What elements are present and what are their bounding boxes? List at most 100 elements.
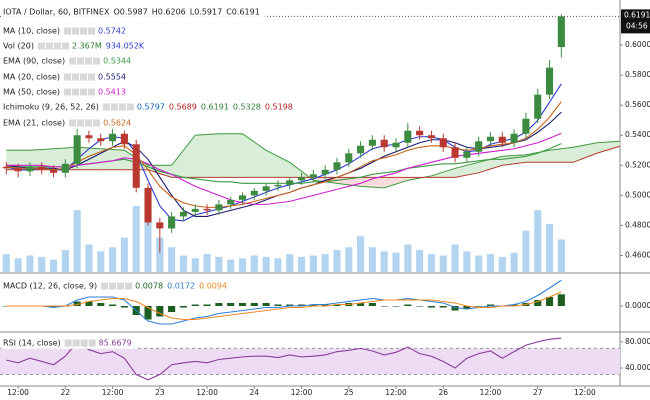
- legend-icon: [88, 339, 96, 347]
- legend-icon: [77, 119, 85, 127]
- x-tick-label: 12:00: [574, 388, 596, 397]
- volume-bar: [215, 256, 223, 272]
- legend-backdrop: [1, 6, 265, 18]
- candle-body: [262, 186, 270, 191]
- axes: 0.6191 04:56 0.4600 0.4800 0.5000 0.5200 0.540…: [7, 9, 650, 397]
- candle-body: [274, 184, 282, 187]
- x-tick-label: 24: [250, 388, 260, 397]
- macd-hist-bar: [534, 300, 542, 306]
- legend-value: 0.5742: [98, 27, 126, 36]
- volume-bar: [297, 256, 306, 272]
- legend-icon: [61, 42, 69, 50]
- x-tick-label: 25: [344, 388, 354, 397]
- volume-bar: [439, 255, 447, 272]
- macd-hist-bar: [510, 304, 518, 306]
- candle-body: [498, 136, 506, 143]
- macd-hist-bar: [215, 303, 223, 306]
- macd-hist-bar: [85, 301, 93, 306]
- candle-body: [132, 144, 140, 188]
- macd-hist-bar: [49, 306, 58, 308]
- macd-hist-bar: [250, 303, 258, 306]
- candle-body: [404, 130, 412, 143]
- legend-icon: [85, 57, 93, 65]
- cloud-segment: [549, 147, 574, 163]
- volume-bar: [534, 210, 542, 272]
- candle-body: [333, 162, 341, 170]
- macd-hist-bar: [274, 304, 282, 306]
- volume-bar: [2, 254, 10, 272]
- legend-label: MA (20, close): [3, 73, 60, 82]
- macd-hist-bar: [557, 294, 565, 306]
- legend-value: 0.0078: [135, 282, 163, 291]
- countdown: 04:56: [626, 21, 648, 30]
- volume-bar: [262, 256, 270, 272]
- macd-hist-bar: [545, 297, 554, 306]
- macd-line: [6, 279, 562, 325]
- volume-bar: [168, 247, 176, 272]
- macd-hist-bar: [380, 306, 388, 307]
- legend-value: 0.5624: [103, 119, 131, 128]
- candle-body: [286, 180, 294, 185]
- candle-body: [38, 166, 46, 170]
- ohlc-label: H0.6206: [152, 8, 186, 17]
- volume-bar: [109, 247, 117, 272]
- legend-value: 0.6191: [201, 103, 229, 112]
- volume-bar: [345, 247, 353, 272]
- volume-bar: [156, 237, 164, 272]
- macd-panel: [2, 279, 565, 325]
- candle-body: [179, 211, 187, 217]
- candle-body: [380, 139, 388, 148]
- volume-bar: [357, 236, 365, 272]
- macd-hist-bar: [309, 304, 317, 306]
- macd-hist-bar: [120, 306, 128, 308]
- x-tick-label: 12:00: [7, 388, 29, 397]
- legend-icon: [72, 88, 80, 96]
- macd-hist-bar: [286, 304, 294, 306]
- legend-value: 0.0172: [167, 282, 195, 291]
- legend-icon: [88, 88, 96, 96]
- y-tick-label: 0.5400: [625, 130, 650, 139]
- candle-body: [297, 177, 306, 181]
- cloud-segment: [573, 142, 597, 163]
- macd-hist-bar: [97, 303, 105, 306]
- signal-line: [6, 291, 562, 321]
- legend-icon: [80, 88, 88, 96]
- volume-bar: [49, 259, 58, 272]
- y-tick-label: 0.6000: [625, 40, 650, 49]
- legend-icon: [85, 119, 93, 127]
- volume-bar: [557, 239, 565, 272]
- cloud-segment: [29, 148, 54, 170]
- legend-icon: [110, 103, 118, 111]
- ohlc-label: C0.6191: [226, 8, 260, 17]
- candle-body: [156, 222, 164, 229]
- volume-bar: [404, 244, 412, 272]
- legend-label: MACD (12, 26, close, 9): [3, 282, 97, 291]
- x-tick-label: 23: [155, 388, 165, 397]
- candle-body: [309, 174, 317, 178]
- legend-backdrop: [1, 101, 298, 113]
- legend-value: 0.5554: [98, 73, 126, 82]
- volume-bar: [61, 250, 69, 272]
- candle-body: [321, 169, 329, 175]
- macd-hist-bar: [427, 306, 435, 308]
- volume-bar: [38, 256, 46, 272]
- legend-icon: [64, 88, 72, 96]
- volume-bar: [380, 251, 388, 272]
- y-tick-label: 0.4600: [625, 250, 650, 259]
- legend-icon: [118, 103, 126, 111]
- macd-hist-bar: [73, 301, 81, 306]
- macd-hist-bar: [191, 304, 199, 306]
- candle-body: [97, 138, 105, 142]
- x-tick-label: 12:00: [196, 388, 218, 397]
- legend-icon: [69, 57, 77, 65]
- macd-hist-bar: [392, 306, 400, 307]
- volume-bar: [191, 258, 199, 272]
- x-tick-label: 12:00: [480, 388, 502, 397]
- legend-icon: [125, 282, 133, 290]
- volume-bar: [486, 254, 495, 272]
- candle-body: [2, 166, 10, 169]
- volume-bar: [475, 255, 483, 272]
- cloud-segment: [266, 150, 290, 178]
- candle-body: [345, 153, 353, 163]
